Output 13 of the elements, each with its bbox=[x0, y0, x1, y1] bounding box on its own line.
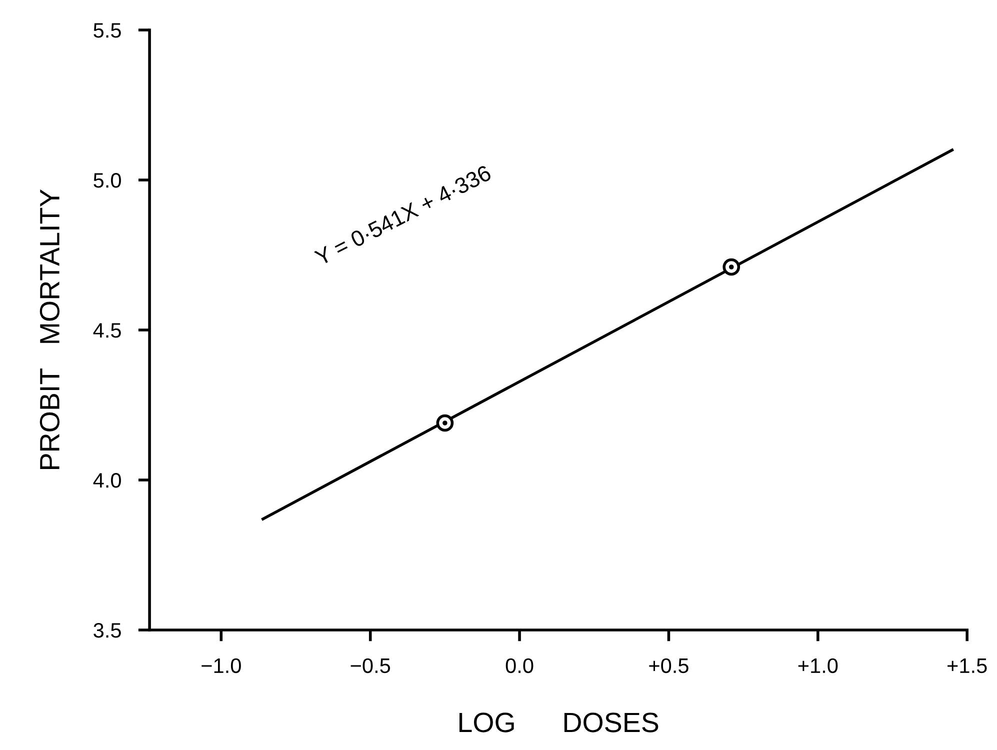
y-tick-label: 4.0 bbox=[93, 473, 121, 488]
x-tick-label: +1.5 bbox=[948, 658, 987, 674]
x-tick-label: 0.0 bbox=[506, 658, 534, 674]
y-axis-title: PROBIT MORTALITY bbox=[40, 189, 60, 469]
x-axis-title: LOG DOSES bbox=[459, 712, 658, 732]
x-tick-label: +1.0 bbox=[798, 658, 838, 674]
x-tick-label: −0.5 bbox=[350, 658, 390, 674]
y-tick-label: 5.5 bbox=[94, 23, 121, 38]
y-tick-label: 4.5 bbox=[93, 323, 121, 338]
x-tick-label: +0.5 bbox=[649, 658, 688, 674]
y-tick-label: 5.0 bbox=[94, 173, 121, 188]
x-tick-label: −1.0 bbox=[202, 658, 241, 674]
y-tick-label: 3.5 bbox=[94, 623, 121, 638]
